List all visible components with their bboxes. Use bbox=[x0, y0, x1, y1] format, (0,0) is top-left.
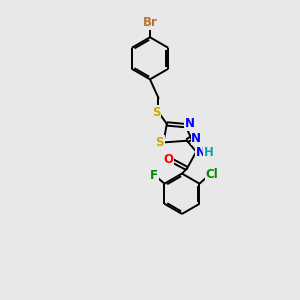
Text: S: S bbox=[155, 136, 164, 149]
Text: H: H bbox=[203, 146, 213, 159]
Text: Cl: Cl bbox=[206, 168, 218, 181]
Text: S: S bbox=[152, 106, 160, 118]
Text: O: O bbox=[163, 153, 173, 166]
Text: N: N bbox=[191, 132, 201, 145]
Text: N: N bbox=[185, 117, 195, 130]
Text: N: N bbox=[196, 146, 206, 159]
Text: Br: Br bbox=[142, 16, 158, 29]
Text: F: F bbox=[150, 169, 158, 182]
